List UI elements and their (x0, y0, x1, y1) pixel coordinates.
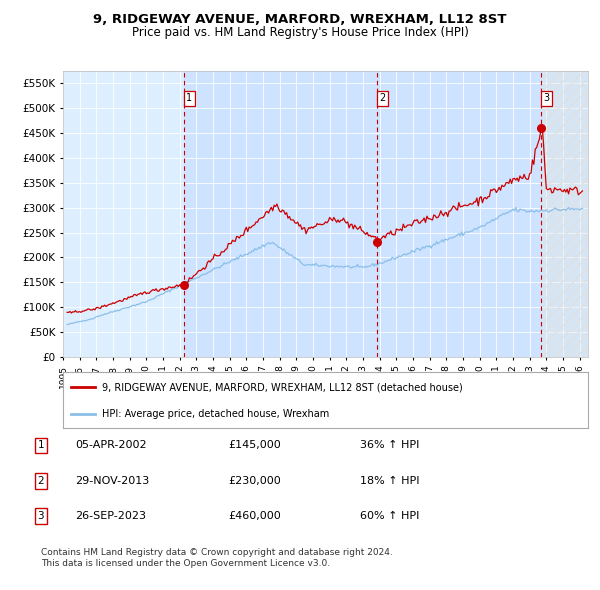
Text: 1: 1 (187, 93, 193, 103)
Text: 9, RIDGEWAY AVENUE, MARFORD, WREXHAM, LL12 8ST: 9, RIDGEWAY AVENUE, MARFORD, WREXHAM, LL… (93, 13, 507, 26)
Text: 05-APR-2002: 05-APR-2002 (75, 441, 146, 450)
Bar (377, 71, 541, 357)
Text: 60% ↑ HPI: 60% ↑ HPI (360, 512, 419, 521)
Text: £230,000: £230,000 (228, 476, 281, 486)
Text: 9, RIDGEWAY AVENUE, MARFORD, WREXHAM, LL12 8ST (detached house): 9, RIDGEWAY AVENUE, MARFORD, WREXHAM, LL… (103, 382, 463, 392)
Text: 3: 3 (37, 512, 44, 521)
Bar (541, 71, 588, 357)
Bar (541, 71, 588, 357)
Text: 29-NOV-2013: 29-NOV-2013 (75, 476, 149, 486)
Text: Contains HM Land Registry data © Crown copyright and database right 2024.
This d: Contains HM Land Registry data © Crown c… (41, 548, 392, 568)
Text: 26-SEP-2023: 26-SEP-2023 (75, 512, 146, 521)
Text: HPI: Average price, detached house, Wrexham: HPI: Average price, detached house, Wrex… (103, 409, 329, 419)
Text: 1: 1 (37, 441, 44, 450)
Text: 18% ↑ HPI: 18% ↑ HPI (360, 476, 419, 486)
Bar (184, 71, 377, 357)
Text: £145,000: £145,000 (228, 441, 281, 450)
Text: 2: 2 (37, 476, 44, 486)
Text: 2: 2 (379, 93, 386, 103)
Text: £460,000: £460,000 (228, 512, 281, 521)
Text: 36% ↑ HPI: 36% ↑ HPI (360, 441, 419, 450)
Text: 3: 3 (543, 93, 550, 103)
Text: Price paid vs. HM Land Registry's House Price Index (HPI): Price paid vs. HM Land Registry's House … (131, 26, 469, 39)
